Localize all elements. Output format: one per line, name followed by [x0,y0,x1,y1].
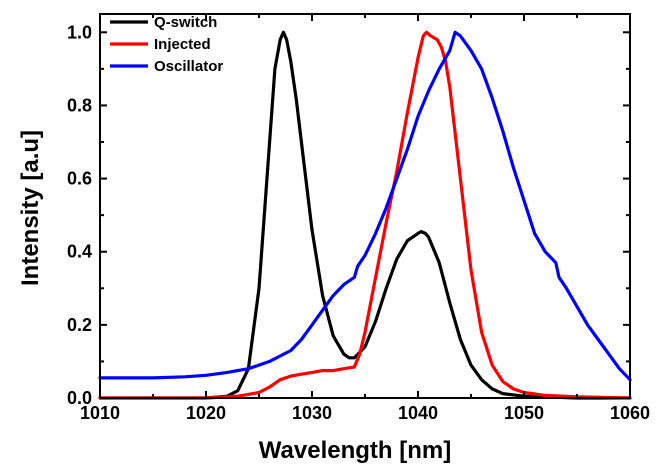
y-tick-label: 0.0 [67,388,92,408]
x-tick-label: 1060 [610,403,650,423]
axis-layer: 1010 1020 1030 1040 1050 1060 0.0 0.2 0.4 0.6 0.8 1… [67,13,650,423]
legend-label: Oscillator [154,58,223,75]
series-layer [98,30,632,400]
series-line-injected [98,30,632,400]
series-line-q-switch [98,30,632,400]
x-tick-label: 1020 [186,403,226,423]
legend-label: Injected [154,36,211,53]
y-tick-label: 0.6 [67,169,92,189]
x-tick-label: 1050 [504,403,544,423]
legend-label: Q-switch [154,14,217,31]
series-line-oscillator [98,30,632,382]
legend: Q-switch Injected Oscillator [110,14,223,75]
y-axis-title: Intensity [a.u] [17,130,44,286]
x-tick-label: 1010 [80,403,120,423]
y-tick-label: 0.2 [67,315,92,335]
y-tick-label: 0.8 [67,95,92,115]
x-axis-title: Wavelength [nm] [259,437,451,464]
x-tick-label: 1030 [292,403,332,423]
y-tick-label: 1.0 [67,22,92,42]
x-tick-label: 1040 [398,403,438,423]
y-tick-label: 0.4 [67,242,92,262]
